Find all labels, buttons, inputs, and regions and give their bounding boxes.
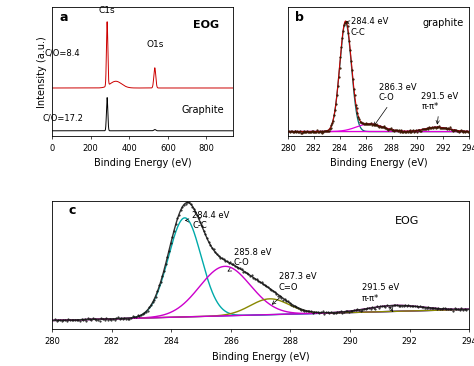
Text: graphite: graphite — [422, 18, 464, 27]
X-axis label: Binding Energy (eV): Binding Energy (eV) — [330, 158, 428, 168]
X-axis label: Binding Energy (eV): Binding Energy (eV) — [94, 158, 191, 168]
Text: O1s: O1s — [146, 41, 164, 49]
Text: a: a — [59, 11, 68, 24]
Text: 284.4 eV
C-C: 284.4 eV C-C — [346, 18, 388, 37]
Text: 286.3 eV
C-O: 286.3 eV C-O — [374, 83, 416, 126]
Text: 291.5 eV
π-π*: 291.5 eV π-π* — [421, 92, 458, 124]
X-axis label: Binding Energy (eV): Binding Energy (eV) — [212, 352, 310, 362]
Text: 287.3 eV
C=O: 287.3 eV C=O — [272, 272, 316, 304]
Text: 285.8 eV
C-O: 285.8 eV C-O — [228, 247, 272, 271]
Text: 284.4 eV
C-C: 284.4 eV C-C — [185, 211, 229, 230]
Text: C/O=8.4: C/O=8.4 — [45, 49, 81, 57]
Y-axis label: Intensity (a.u.): Intensity (a.u.) — [36, 36, 46, 108]
Text: EOG: EOG — [193, 20, 219, 30]
Text: b: b — [295, 11, 304, 24]
Text: C/O=17.2: C/O=17.2 — [42, 113, 83, 123]
Text: C1s: C1s — [99, 5, 116, 15]
Text: 291.5 eV
π-π*: 291.5 eV π-π* — [362, 283, 399, 311]
Text: EOG: EOG — [394, 216, 419, 226]
Text: c: c — [69, 205, 76, 217]
Text: Graphite: Graphite — [182, 105, 224, 115]
